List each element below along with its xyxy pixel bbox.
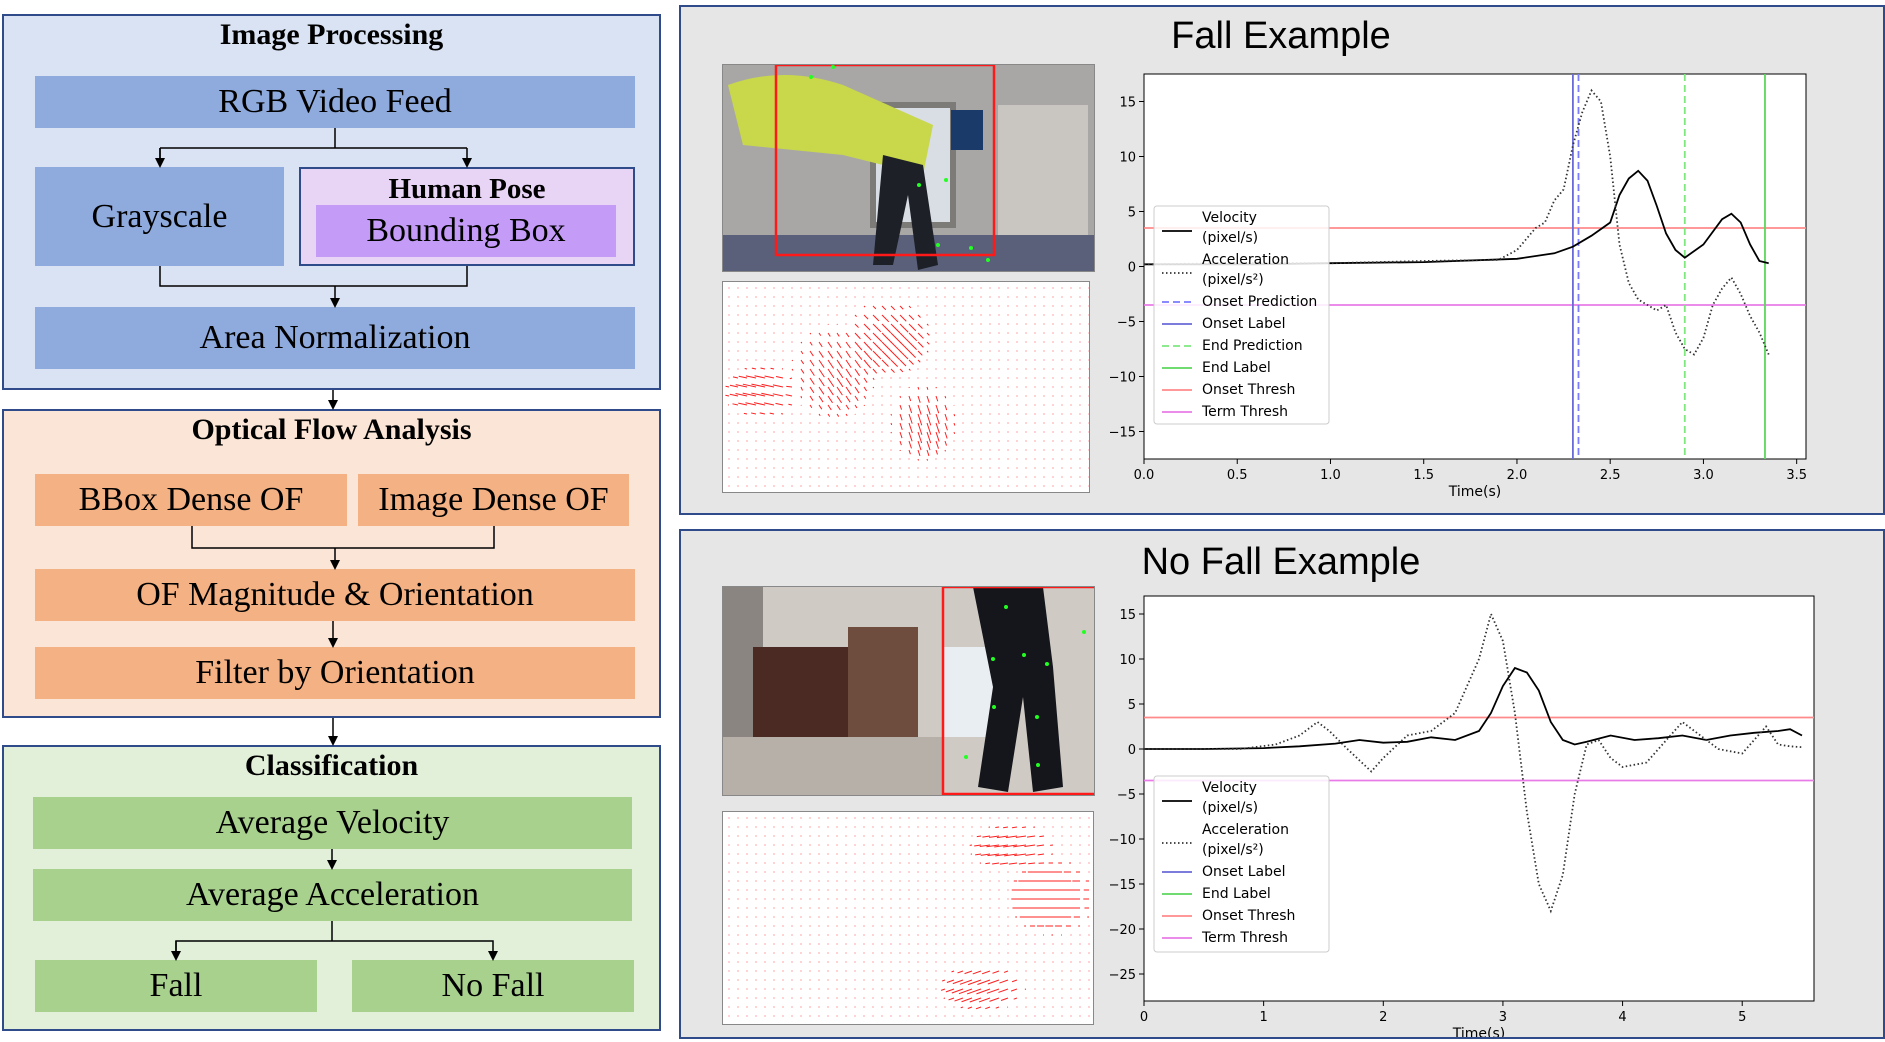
y-tick-label-2: 5 [1128, 206, 1136, 221]
y-tick-label-1: 10 [1119, 653, 1136, 668]
x-tick-label-5: 2.5 [1600, 468, 1621, 483]
y-tick-label-0: 15 [1119, 96, 1136, 111]
legend-label-5: Term Thresh [1201, 930, 1288, 946]
legend-sublabel-1: (pixel/s²) [1202, 842, 1264, 858]
x-tick-label-4: 4 [1618, 1010, 1626, 1025]
x-tick-label-1: 1 [1260, 1010, 1268, 1025]
x-tick-label-5: 5 [1738, 1010, 1746, 1025]
connector-merge-area [160, 266, 467, 306]
legend-label-4: End Prediction [1202, 338, 1303, 354]
nofall-pose-scene [723, 587, 1095, 796]
legend-label-3: Onset Label [1202, 316, 1286, 332]
x-tick-label-3: 3 [1499, 1010, 1507, 1025]
x-tick-label-6: 3.0 [1693, 468, 1714, 483]
nofall-flow-field [723, 812, 1094, 1025]
x-tick-label-3: 1.5 [1413, 468, 1434, 483]
nofall-optical-flow-image [722, 811, 1094, 1025]
x-tick-label-2: 2 [1379, 1010, 1387, 1025]
y-tick-label-0: 15 [1119, 608, 1136, 623]
x-tick-label-4: 2.0 [1507, 468, 1528, 483]
y-tick-label-5: −10 [1109, 371, 1136, 386]
legend-sublabel-1: (pixel/s²) [1202, 272, 1264, 288]
connector-rgb-split [160, 128, 467, 166]
legend-sublabel-0: (pixel/s) [1202, 800, 1258, 816]
nofall-example-title: No Fall Example [681, 541, 1881, 584]
y-tick-label-4: −5 [1117, 788, 1136, 803]
connector-of-merge [192, 526, 494, 568]
legend-label-0: Velocity [1202, 210, 1257, 226]
nofall-chart: 0 1 2 3 4 5 15 10 5 0 −5 −10 −15 −20 −25 Time(s) Velocit… [1096, 582, 1826, 1037]
y-tick-label-5: −10 [1109, 833, 1136, 848]
flow-vectors [725, 287, 1089, 486]
legend-label-4: Onset Thresh [1202, 908, 1295, 924]
y-tick-label-8: −25 [1109, 968, 1136, 983]
x-tick-label-7: 3.5 [1786, 468, 1807, 483]
legend-label-0: Velocity [1202, 780, 1257, 796]
connector-acc-split [176, 921, 493, 959]
legend-label-6: Onset Thresh [1202, 382, 1295, 398]
nofall-pose-photo [722, 586, 1095, 796]
x-tick-label-0: 0 [1140, 1010, 1148, 1025]
fall-example-title: Fall Example [681, 15, 1881, 58]
legend-label-1: Acceleration [1202, 822, 1289, 838]
legend-label-2: Onset Label [1202, 864, 1286, 880]
y-tick-label-6: −15 [1109, 426, 1136, 441]
y-tick-label-4: −5 [1117, 316, 1136, 331]
y-tick-label-3: 0 [1128, 261, 1136, 276]
legend-label-2: Onset Prediction [1202, 294, 1317, 310]
fall-pose-scene [723, 65, 1095, 272]
x-tick-label-1: 0.5 [1227, 468, 1248, 483]
carpet-shape [723, 737, 943, 796]
legend-label-1: Acceleration [1202, 252, 1289, 268]
x-axis-label: Time(s) [1452, 1026, 1505, 1037]
x-tick-label-2: 1.0 [1320, 468, 1341, 483]
x-axis-label: Time(s) [1448, 484, 1501, 500]
nofall-chart-svg: 0 1 2 3 4 5 15 10 5 0 −5 −10 −15 −20 −25 Time(s) Velocit… [1096, 582, 1826, 1037]
y-tick-label-2: 5 [1128, 698, 1136, 713]
x-tick-label-0: 0.0 [1134, 468, 1155, 483]
legend-sublabel-0: (pixel/s) [1202, 230, 1258, 246]
y-tick-label-6: −15 [1109, 878, 1136, 893]
bed-shape [723, 235, 1095, 272]
fall-optical-flow-image [722, 281, 1090, 493]
fall-flow-field [723, 282, 1090, 493]
fall-chart-svg: 0.0 0.5 1.0 1.5 2.0 2.5 3.0 3.5 15 10 5 0 −5 −10 −15 Ti… [1096, 60, 1826, 515]
y-tick-label-1: 10 [1119, 151, 1136, 166]
legend-label-5: End Label [1202, 360, 1271, 376]
fall-chart: 0.0 0.5 1.0 1.5 2.0 2.5 3.0 3.5 15 10 5 0 −5 −10 −15 Ti… [1096, 60, 1826, 515]
poster-shape [951, 110, 983, 150]
pipeline-connectors [0, 0, 680, 1041]
legend-label-3: End Label [1202, 886, 1271, 902]
bed-shape-2 [943, 647, 993, 737]
legend-label-7: Term Thresh [1201, 404, 1288, 420]
closet-shape [998, 105, 1088, 235]
flow-vectors [728, 817, 1089, 1025]
y-tick-label-7: −20 [1109, 923, 1136, 938]
y-tick-label-3: 0 [1128, 743, 1136, 758]
fall-pose-photo [722, 64, 1095, 272]
